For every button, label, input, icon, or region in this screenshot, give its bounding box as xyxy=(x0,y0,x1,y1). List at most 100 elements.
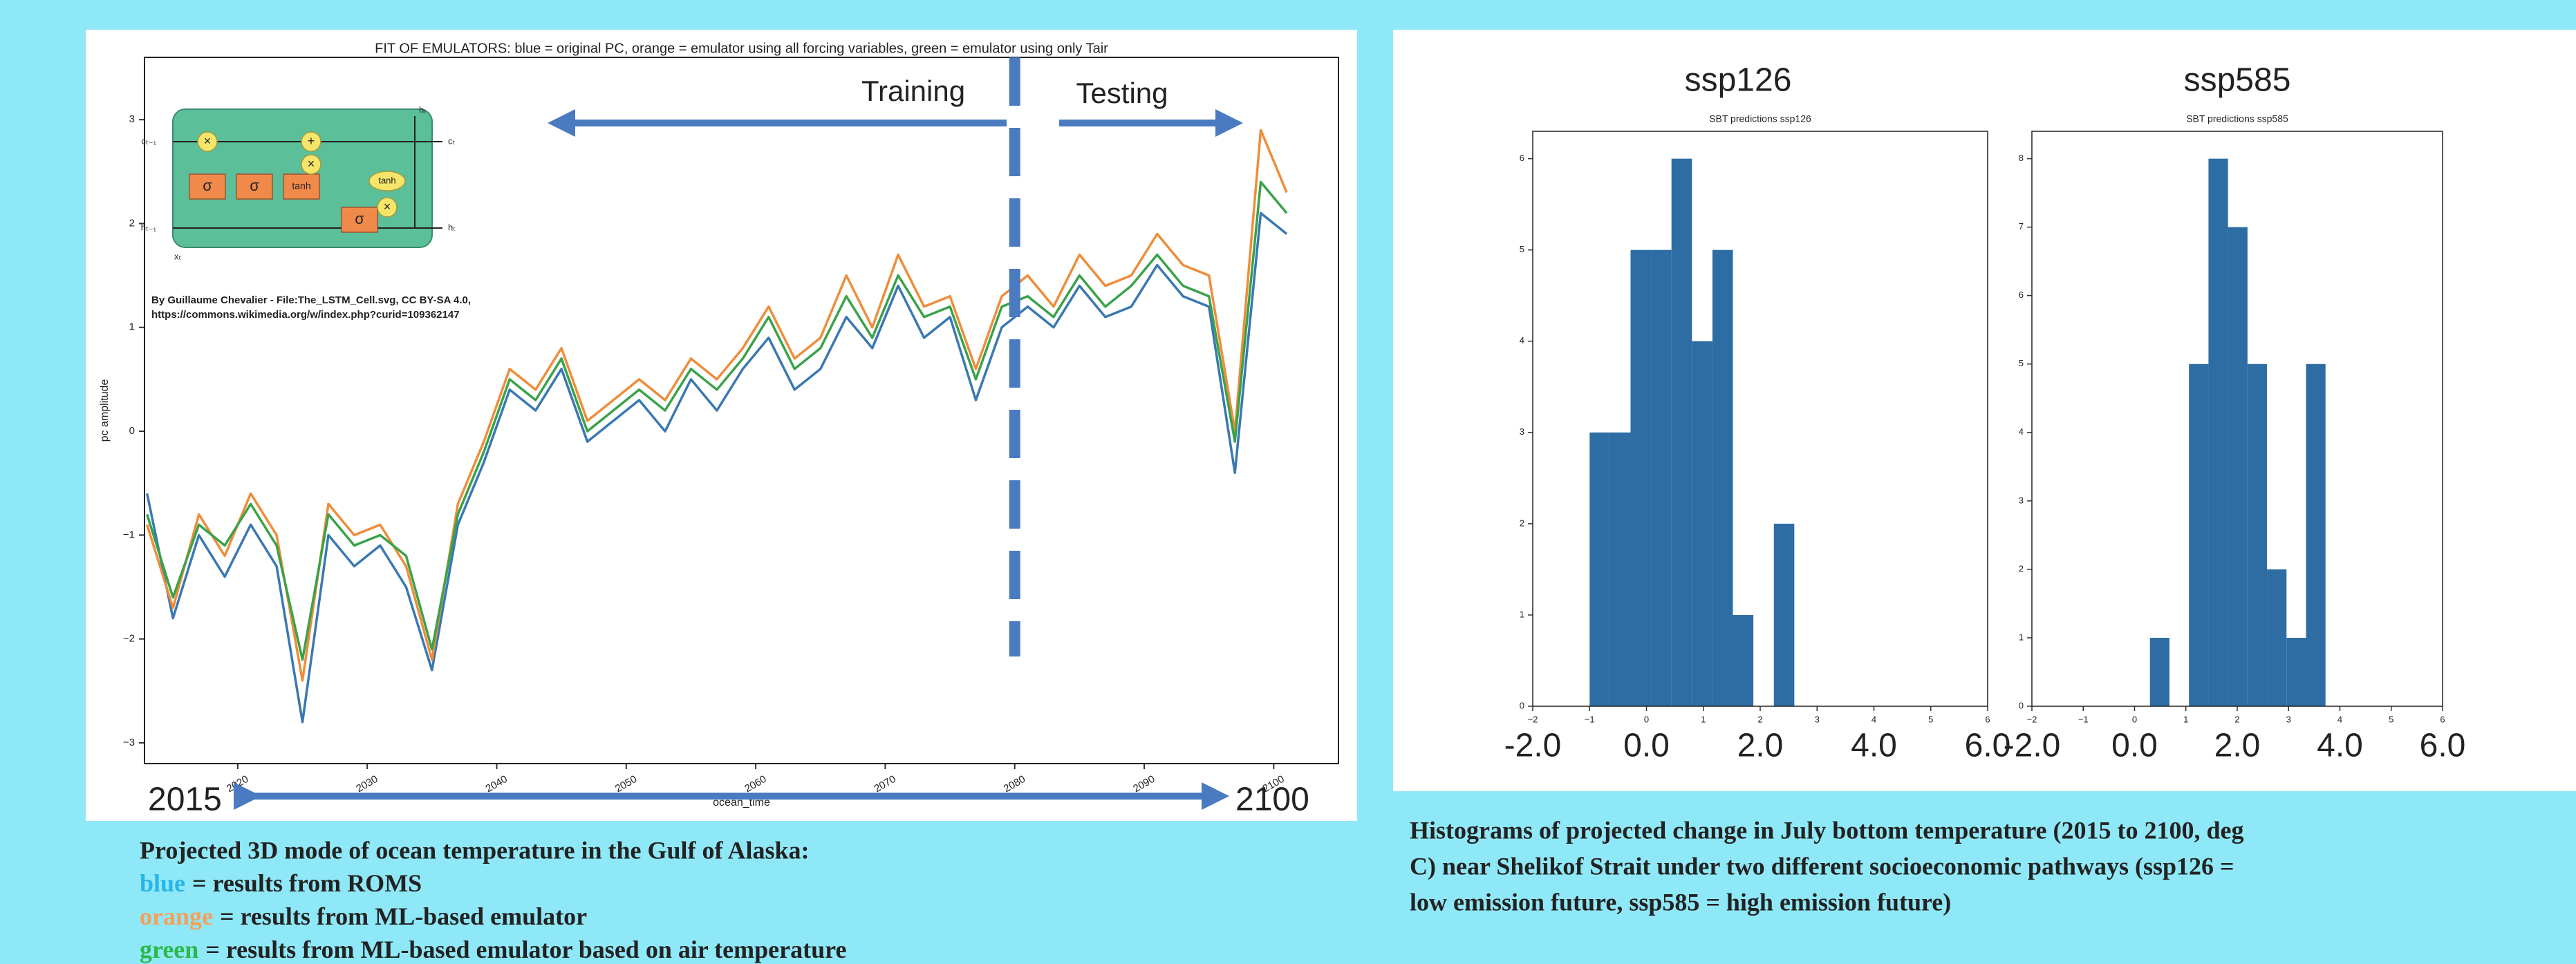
histogram-bar xyxy=(1589,432,1610,706)
plot-frame xyxy=(144,57,1339,764)
y-tick-label: 8 xyxy=(2019,153,2024,163)
x-tick-label-large: 0.0 xyxy=(1623,728,1670,764)
y-tick-label: 0 xyxy=(129,425,135,437)
lstm-gate xyxy=(236,173,273,200)
histogram-bar xyxy=(1651,249,1672,707)
y-tick-label: 4 xyxy=(2019,426,2024,437)
lstm-io-label: xₜ xyxy=(174,251,182,261)
chart-title: ssp585 xyxy=(2184,62,2291,99)
y-tick-label: 2 xyxy=(1520,518,1524,528)
y-tick-label: 6 xyxy=(2019,290,2024,300)
histogram-bar xyxy=(2228,227,2248,707)
lstm-gate-label: tanh xyxy=(292,180,310,191)
y-tick-label: 0 xyxy=(2019,700,2024,710)
lstm-op xyxy=(301,131,321,152)
caption-line: C) near Shelikof Strait under two differ… xyxy=(1410,852,2234,880)
x-tick-label-large: -2.0 xyxy=(2004,728,2061,764)
lstm-op xyxy=(197,131,218,152)
x-tick-label: 4 xyxy=(2337,714,2342,724)
image-credit: By Guillaume Chevalier - File:The_LSTM_C… xyxy=(151,294,471,306)
caption-line: Histograms of projected change in July b… xyxy=(1410,816,2244,844)
lstm-io-label: hₜ₋₁ xyxy=(141,222,157,232)
y-tick-label: 4 xyxy=(1520,335,1524,346)
caption-text: = results from ML-based emulator xyxy=(220,902,587,930)
x-tick-label: 2 xyxy=(1757,714,1762,724)
y-tick-label: −2 xyxy=(123,633,135,645)
y-tick-label: −3 xyxy=(123,737,135,748)
x-tick-label: 2 xyxy=(2234,714,2239,724)
y-tick-label: 5 xyxy=(2019,358,2024,368)
x-tick-label: 6 xyxy=(1985,714,1990,724)
x-tick-label: 5 xyxy=(1928,714,1933,724)
histogram-bar xyxy=(2149,637,2169,706)
x-tick-label-large: 4.0 xyxy=(1851,728,1897,764)
x-tick-label: 1 xyxy=(1701,714,1706,724)
x-tick-label: 6 xyxy=(2440,714,2445,724)
y-tick-label: 3 xyxy=(129,113,135,125)
lstm-io-label: cₜ₋₁ xyxy=(141,135,156,146)
lstm-gate xyxy=(283,173,320,200)
chart-title: FIT OF EMULATORS: blue = original PC, or… xyxy=(375,41,1108,56)
caption-text: = results from ML-based emulator based o… xyxy=(205,936,846,963)
x-tick-label: −2 xyxy=(1528,714,1538,724)
lstm-gate-label: σ xyxy=(250,177,259,194)
caption-color-word: orange xyxy=(140,902,213,930)
x-tick-label-large: -2.0 xyxy=(1504,728,1562,764)
y-tick-label: 3 xyxy=(1520,426,1524,437)
y-tick-label: 1 xyxy=(129,321,135,333)
plot-frame xyxy=(1532,131,1988,707)
lstm-op xyxy=(377,197,398,218)
lstm-gate-label: σ xyxy=(203,177,212,194)
y-tick-label: 7 xyxy=(2019,221,2024,231)
end-year: 2100 xyxy=(1235,782,1309,818)
lstm-op-label: × xyxy=(204,134,212,148)
y-tick-label: 2 xyxy=(129,217,135,229)
training-label: Training xyxy=(861,75,965,107)
x-tick-label: 1 xyxy=(2183,714,2188,724)
lstm-io-label: hₜ xyxy=(448,222,456,232)
y-tick-label: 5 xyxy=(1520,244,1524,254)
y-tick-label: 2 xyxy=(2019,563,2024,574)
lstm-op-label: × xyxy=(384,200,391,214)
x-tick-label-large: 4.0 xyxy=(2317,728,2363,764)
lstm-op xyxy=(301,154,321,175)
histogram-bar xyxy=(1733,614,1754,706)
histogram-bar xyxy=(2208,158,2228,707)
caption-line: low emission future, ssp585 = high emiss… xyxy=(1410,888,1951,916)
y-tick-label: 1 xyxy=(2019,632,2024,642)
x-tick-label-large: 2.0 xyxy=(2214,728,2261,764)
x-tick-label: 4 xyxy=(1872,714,1876,724)
histogram-bar xyxy=(2189,363,2209,706)
caption-line: orange = results from ML-based emulator xyxy=(140,902,587,930)
lstm-op-label: tanh xyxy=(378,175,395,185)
x-tick-label-large: 6.0 xyxy=(2420,728,2466,764)
line-series xyxy=(146,180,1288,661)
x-tick-label: 3 xyxy=(1815,714,1820,724)
x-tick-label: 3 xyxy=(2286,714,2291,724)
start-year: 2015 xyxy=(148,782,222,818)
caption-color-word: green xyxy=(140,936,198,963)
histogram-bar xyxy=(1671,158,1692,707)
chart-subtitle: SBT predictions ssp585 xyxy=(2186,113,2288,124)
caption-line: blue = results from ROMS xyxy=(140,869,422,897)
histogram-bar xyxy=(2306,363,2326,706)
plot-frame xyxy=(2031,131,2443,707)
histogram-bar xyxy=(1630,249,1652,707)
x-tick-label: −2 xyxy=(2027,714,2037,724)
y-axis-label: pc amplitude xyxy=(99,379,111,442)
x-tick-label: 0 xyxy=(2132,714,2137,724)
lstm-gate xyxy=(189,173,226,200)
x-tick-label-large: 6.0 xyxy=(1965,728,2011,764)
histogram-bar xyxy=(2286,637,2306,706)
x-tick-label: 5 xyxy=(2389,714,2393,724)
histogram-bar xyxy=(1609,432,1631,706)
testing-label: Testing xyxy=(1076,77,1168,109)
chart-title: ssp126 xyxy=(1685,62,1792,99)
right-panel xyxy=(1393,30,2576,791)
y-tick-label: 0 xyxy=(1520,700,1524,710)
x-tick-label: −1 xyxy=(2078,714,2089,724)
histogram-bar xyxy=(1692,341,1712,706)
x-tick-label: −1 xyxy=(1585,714,1595,724)
lstm-op-label: × xyxy=(308,157,315,171)
